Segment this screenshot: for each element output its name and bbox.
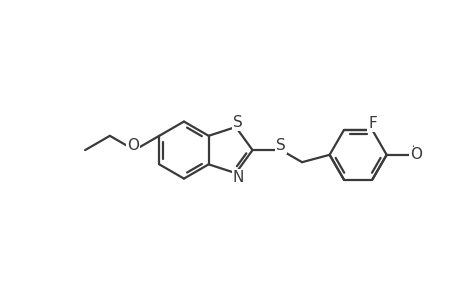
- Text: O: O: [409, 147, 421, 162]
- Text: F: F: [367, 116, 376, 131]
- Text: S: S: [275, 138, 285, 153]
- Text: S: S: [233, 115, 242, 130]
- Text: N: N: [232, 170, 244, 185]
- Text: O: O: [127, 138, 139, 153]
